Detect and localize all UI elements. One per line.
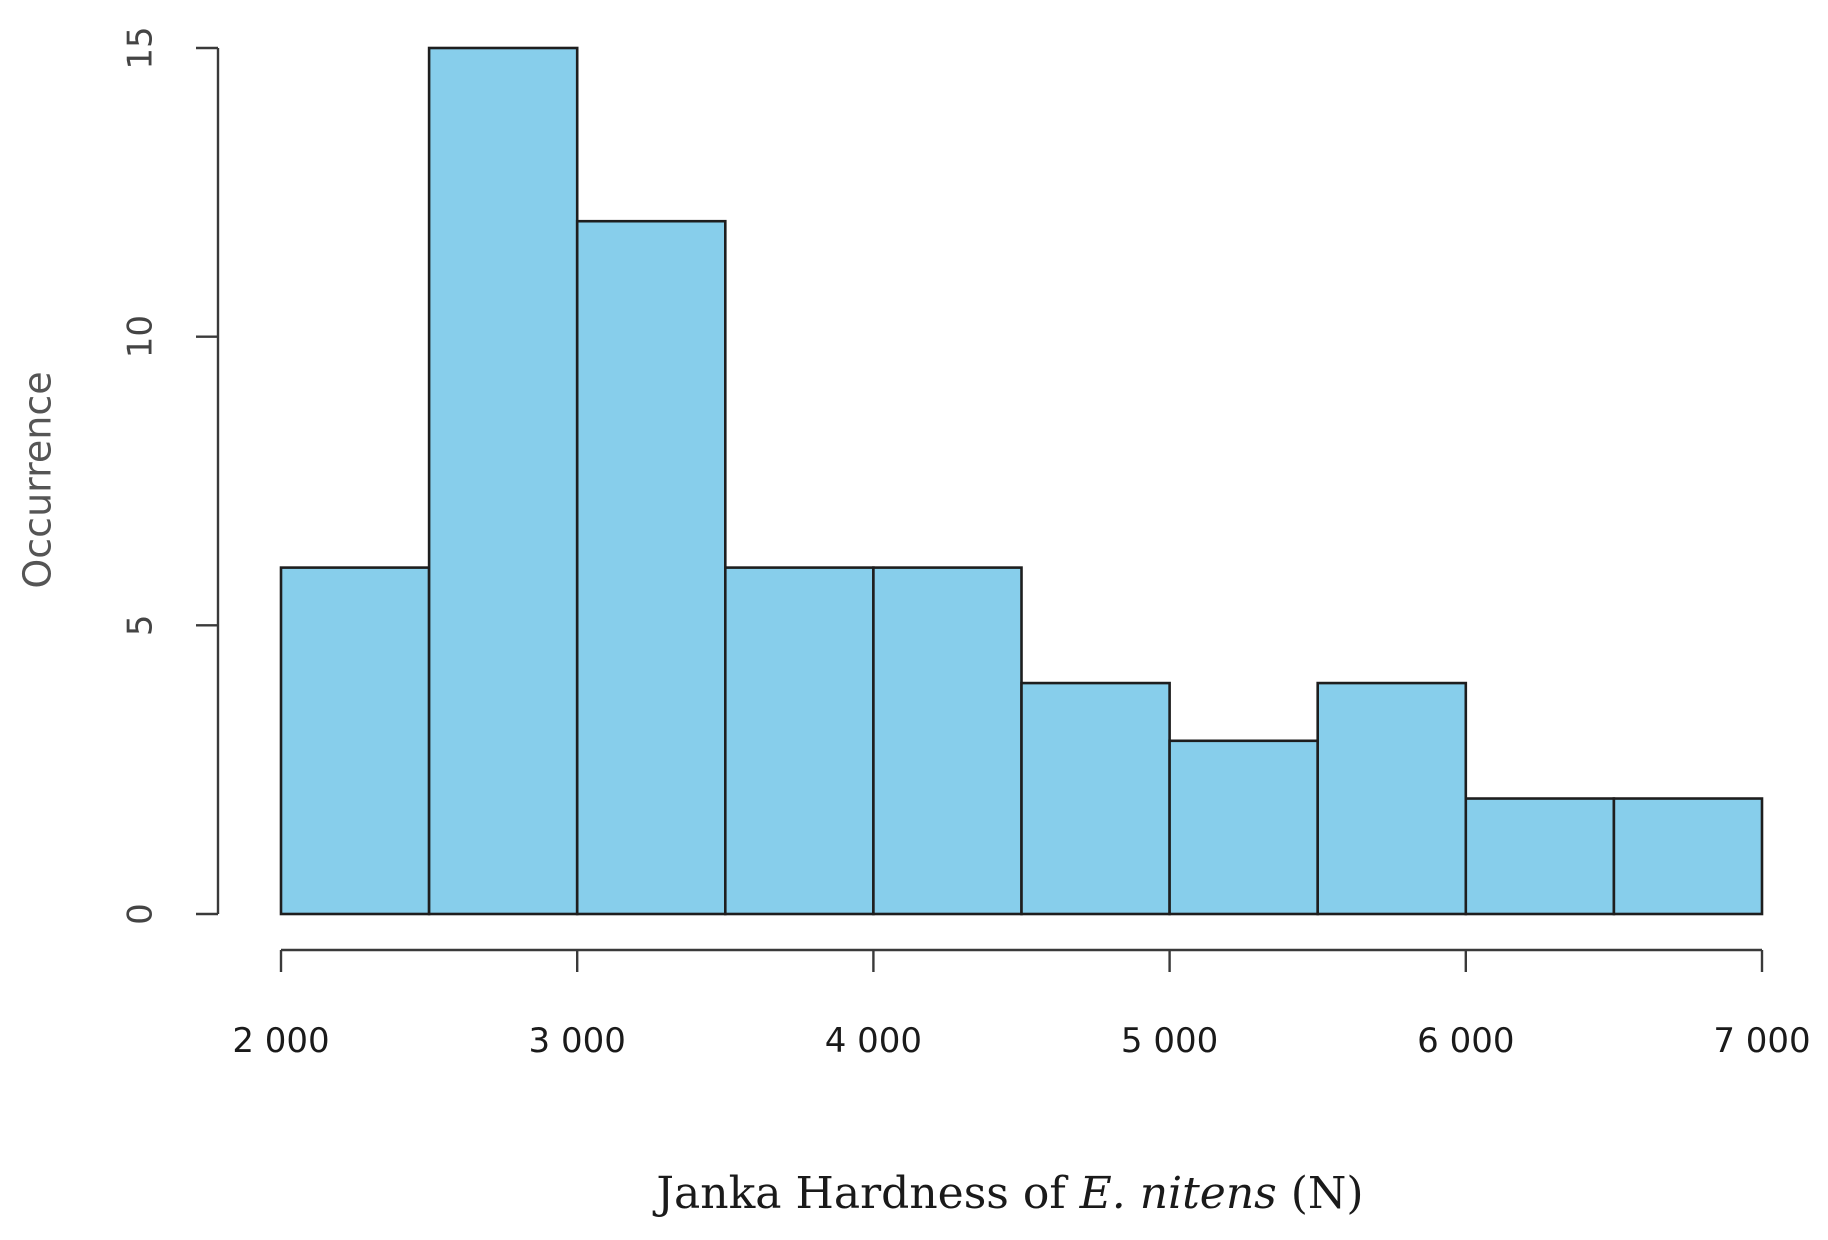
x-axis-label-species: E. nitens: [1079, 1168, 1277, 1219]
y-tick-label-5: 5: [121, 615, 161, 637]
y-tick-label-15: 15: [121, 26, 161, 69]
y-tick-label-10: 10: [121, 315, 161, 358]
histogram-bar-1: [279, 566, 431, 916]
x-axis-label-unit: (N): [1277, 1168, 1364, 1219]
histogram-bar-7: [1168, 739, 1319, 916]
histogram-bar-5: [872, 566, 1023, 916]
x-tick-label-7000: 7 000: [1713, 1021, 1810, 1061]
histogram-bar-6: [1020, 681, 1171, 916]
x-tick-label-5000: 5 000: [1121, 1021, 1218, 1061]
x-axis-label: Janka Hardness of E. nitens (N): [652, 1168, 1363, 1219]
y-axis: 0 5 10 15: [121, 26, 220, 925]
histogram-bar-10: [1612, 797, 1764, 916]
x-tick-label-3000: 3 000: [529, 1021, 626, 1061]
x-axis: 2 000 3 000 4 000 5 000 6 000 7 000: [232, 948, 1811, 1061]
histogram-bar-4: [723, 566, 875, 916]
x-tick-label-2000: 2 000: [232, 1021, 329, 1061]
histogram-bar-9: [1464, 797, 1616, 916]
bars-group: [279, 46, 1764, 916]
y-tick-label-0: 0: [121, 903, 161, 925]
x-axis-label-prefix: Janka Hardness of: [652, 1168, 1079, 1219]
histogram-bar-8: [1316, 681, 1468, 916]
x-tick-label-6000: 6 000: [1417, 1021, 1514, 1061]
x-tick-label-4000: 4 000: [825, 1021, 922, 1061]
histogram-bar-2: [427, 46, 579, 916]
histogram-bar-3: [575, 219, 727, 916]
y-axis-label: Occurrence: [16, 371, 60, 588]
